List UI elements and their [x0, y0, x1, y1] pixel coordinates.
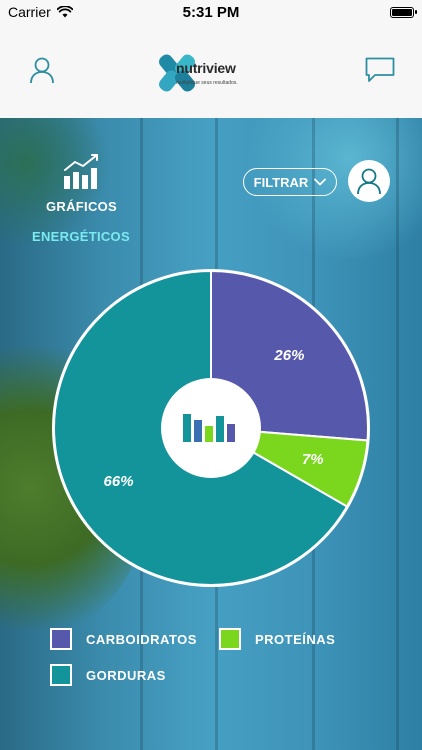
center-bar-chart-icon [183, 414, 235, 442]
legend-swatch-gorduras [50, 664, 72, 686]
filter-label: FILTRAR [253, 174, 309, 190]
navbar: nutriview multiplique seus resultados. [0, 24, 422, 118]
status-bar: Carrier 5:31 PM [0, 0, 422, 24]
legend-item-gorduras: GORDURAS [50, 664, 166, 686]
energeticos-label[interactable]: ENERGÉTICOS [32, 229, 130, 244]
chevron-down-icon [314, 178, 327, 186]
pie-label-carboidratos: 26% [274, 347, 305, 365]
battery-icon [390, 6, 417, 18]
legend-label-carboidratos: CARBOIDRATOS [86, 631, 197, 647]
legend-item-carboidratos: CARBOIDRATOS [50, 628, 197, 650]
legend-swatch-proteinas [219, 628, 241, 650]
legend-label-proteinas: PROTEÍNAS [255, 631, 336, 647]
user-icon [357, 168, 381, 195]
status-left: Carrier [8, 4, 73, 20]
chat-button[interactable] [362, 52, 398, 88]
pie-label-proteinas: 7% [301, 451, 324, 469]
carrier-label: Carrier [8, 4, 51, 20]
user-profile-button[interactable] [348, 160, 390, 202]
wifi-icon [56, 6, 73, 18]
bar-chart-icon [64, 154, 98, 189]
graficos-label: GRÁFICOS [46, 199, 118, 214]
chat-icon [365, 57, 395, 82]
logo-tagline: multiplique seus resultados. [176, 80, 238, 86]
filter-button[interactable]: FILTRAR [243, 168, 337, 196]
background-plank-line [396, 118, 399, 750]
legend-label-gorduras: GORDURAS [86, 667, 166, 683]
graficos-section[interactable]: GRÁFICOS [46, 152, 118, 214]
pie-label-gorduras: 66% [103, 472, 134, 490]
logo-mark-icon [159, 54, 195, 92]
main-content: GRÁFICOS ENERGÉTICOS FILTRAR 26% 7% 66% CA… [0, 118, 422, 750]
legend-swatch-carboidratos [50, 628, 72, 650]
energy-pie-chart [52, 269, 370, 587]
legend-item-proteinas: PROTEÍNAS [219, 628, 335, 650]
nutriview-logo: nutriview multiplique seus resultados. [158, 52, 266, 102]
logo-name: nutriview [176, 60, 236, 76]
profile-button[interactable] [24, 52, 60, 88]
profile-icon [30, 57, 54, 84]
